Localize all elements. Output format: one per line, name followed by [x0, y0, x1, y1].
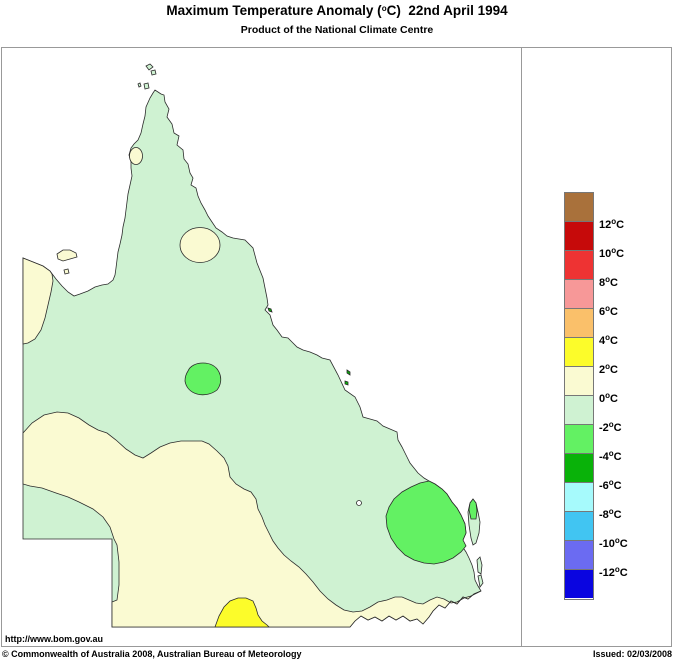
legend-label-0: 0oC: [599, 391, 618, 405]
anomaly-region-cool-centre-blob: [184, 362, 222, 396]
title-date-text: C) 22nd April 1994: [386, 3, 508, 18]
torres-strait-island-3: [143, 82, 150, 90]
legend-band-green: [565, 454, 593, 483]
legend-band-blue-violet: [565, 541, 593, 570]
anomaly-region-warm-weipa-spot: [129, 147, 143, 165]
coastal-islet-palm: [346, 369, 351, 376]
page-subtitle: Product of the National Climate Centre: [240, 24, 434, 36]
legend-label-8: 8oC: [599, 275, 618, 289]
legend-band-brown: [565, 193, 593, 222]
anomaly-region-warmer-south-blob: [214, 597, 270, 628]
legend-label-6: 6oC: [599, 304, 618, 318]
fraser-island-north-cool: [468, 498, 478, 520]
legend-band-cyan: [565, 512, 593, 541]
legend-band-orange: [565, 309, 593, 338]
torres-strait-island-1: [145, 63, 154, 71]
mornington-island: [56, 249, 78, 262]
legend-band-dark-red: [565, 222, 593, 251]
page-title: Maximum Temperature Anomaly (oC) 22nd Ap…: [0, 3, 674, 18]
legend-label-m12: -12oC: [599, 565, 628, 579]
legend-label-m6: -6oC: [599, 478, 622, 492]
legend-band-blue: [565, 570, 593, 598]
legend-band-light-green: [565, 425, 593, 454]
legend-label-m10: -10oC: [599, 536, 628, 550]
legend-band-cream: [565, 367, 593, 396]
legend-label-4: 4oC: [599, 333, 618, 347]
anomaly-region-cool-southeast-blob: [385, 480, 467, 565]
legend-band-pale-cyan: [565, 483, 593, 512]
legend-band-pale-green: [565, 396, 593, 425]
torres-strait-island-4: [137, 82, 142, 88]
stradbroke-island: [477, 574, 484, 588]
legend-label-10: 10oC: [599, 246, 625, 260]
legend-label-12: 12oC: [599, 217, 625, 231]
moreton-island: [476, 556, 483, 575]
legend-band-pink: [565, 280, 593, 309]
issued-date-text: Issued: 02/03/2008: [592, 649, 672, 659]
anomaly-region-warm-west: [22, 257, 54, 345]
anomaly-region-warm-north-spot: [179, 227, 221, 263]
torres-strait-island-2: [150, 69, 157, 76]
legend-label-m4: -4oC: [599, 449, 622, 463]
legend-band-red: [565, 251, 593, 280]
legend-label-m8: -8oC: [599, 507, 622, 521]
map-legend-divider: [521, 48, 522, 646]
legend-label-2: 2oC: [599, 362, 618, 376]
small-contour-circle: [356, 500, 362, 506]
legend-color-scale: [564, 192, 594, 600]
legend-label-m2: -2oC: [599, 420, 622, 434]
coastal-islet-magnetic: [344, 380, 349, 386]
legend-band-yellow: [565, 338, 593, 367]
bom-url-text: http://www.bom.gov.au: [5, 634, 103, 644]
queensland-anomaly-map: [22, 63, 484, 628]
wellesley-islet: [63, 268, 70, 275]
coastal-islet-hinchinbrook: [267, 307, 273, 313]
title-text: Maximum Temperature Anomaly (: [166, 3, 382, 18]
title-degree-symbol: o: [381, 4, 387, 13]
copyright-text: © Commonwealth of Australia 2008, Austra…: [2, 649, 302, 659]
